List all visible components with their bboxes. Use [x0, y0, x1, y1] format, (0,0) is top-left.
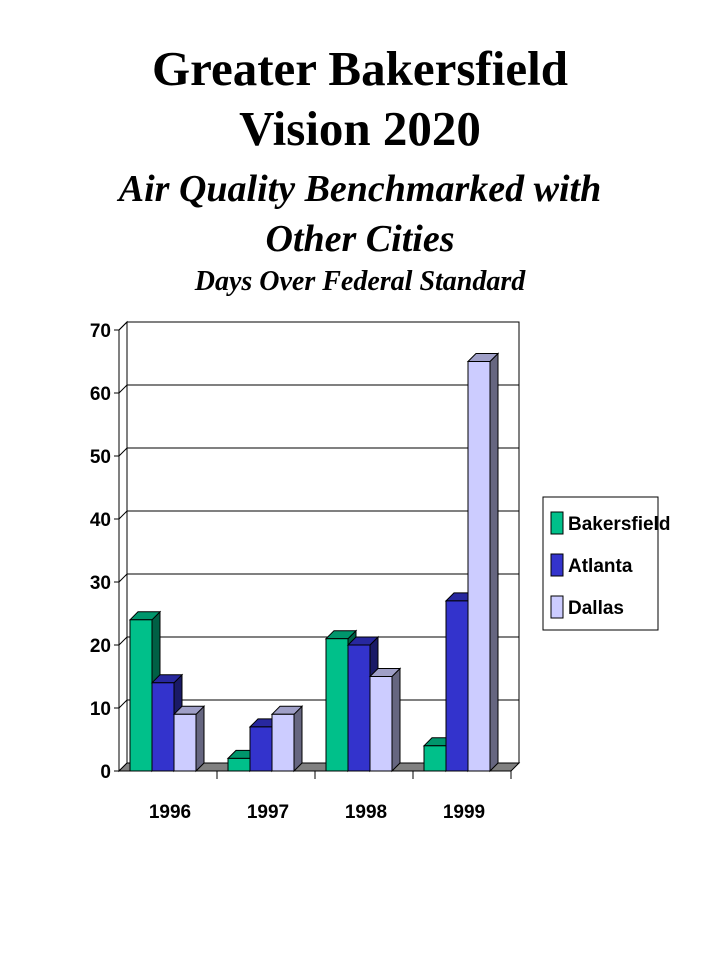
bar-atlanta-1996: [151, 682, 175, 772]
y-tick-label: 20: [90, 636, 111, 657]
bar-dallas-1997: [271, 713, 295, 772]
chart-title: Days Over Federal Standard: [194, 266, 526, 297]
subtitle-line-1: Air Quality Benchmarked with: [118, 168, 602, 210]
x-tick-label: 1998: [345, 802, 387, 823]
gridline: [118, 321, 519, 331]
gridline: [118, 384, 519, 394]
title-line-1: Greater Bakersfield: [152, 41, 568, 96]
bar-dallas-1998: [369, 676, 393, 772]
bar-bakersfield-1997: [227, 757, 251, 772]
y-tick-label: 70: [90, 321, 111, 342]
y-tick-label: 50: [90, 447, 111, 468]
subtitle-line-2: Other Cities: [265, 218, 455, 260]
title-line-2: Vision 2020: [239, 101, 481, 156]
legend-label-atlanta: Atlanta: [568, 556, 633, 577]
gridline: [118, 573, 519, 583]
gridline: [118, 510, 519, 520]
y-tick-label: 60: [90, 384, 111, 405]
bar-atlanta-1998: [347, 644, 371, 772]
legend-swatch-bakersfield: [550, 511, 564, 535]
bar-atlanta-1997: [249, 726, 273, 772]
gridline: [118, 447, 519, 457]
y-tick-label: 10: [90, 699, 111, 720]
x-tick-label: 1997: [247, 802, 289, 823]
gridline: [118, 636, 519, 646]
bar-side-dallas-1997: [293, 705, 303, 773]
bar-bakersfield-1998: [325, 638, 349, 772]
x-tick-label: 1996: [149, 802, 191, 823]
y-tick-label: 30: [90, 573, 111, 594]
y-tick-label: 0: [100, 762, 111, 783]
legend-swatch-atlanta: [550, 553, 564, 577]
bar-side-dallas-1996: [195, 705, 205, 773]
legend-label-bakersfield: Bakersfield: [568, 514, 670, 535]
y-tick-label: 40: [90, 510, 111, 531]
legend-label-dallas: Dallas: [568, 598, 624, 619]
legend-swatch-dallas: [550, 595, 564, 619]
x-tick-label: 1999: [443, 802, 485, 823]
bar-dallas-1999: [467, 361, 491, 772]
bar-dallas-1996: [173, 713, 197, 772]
bar-atlanta-1999: [445, 600, 469, 772]
bar-side-dallas-1998: [391, 667, 401, 773]
bar-side-dallas-1999: [489, 352, 499, 773]
bar-bakersfield-1996: [129, 619, 153, 772]
bar-bakersfield-1999: [423, 745, 447, 772]
